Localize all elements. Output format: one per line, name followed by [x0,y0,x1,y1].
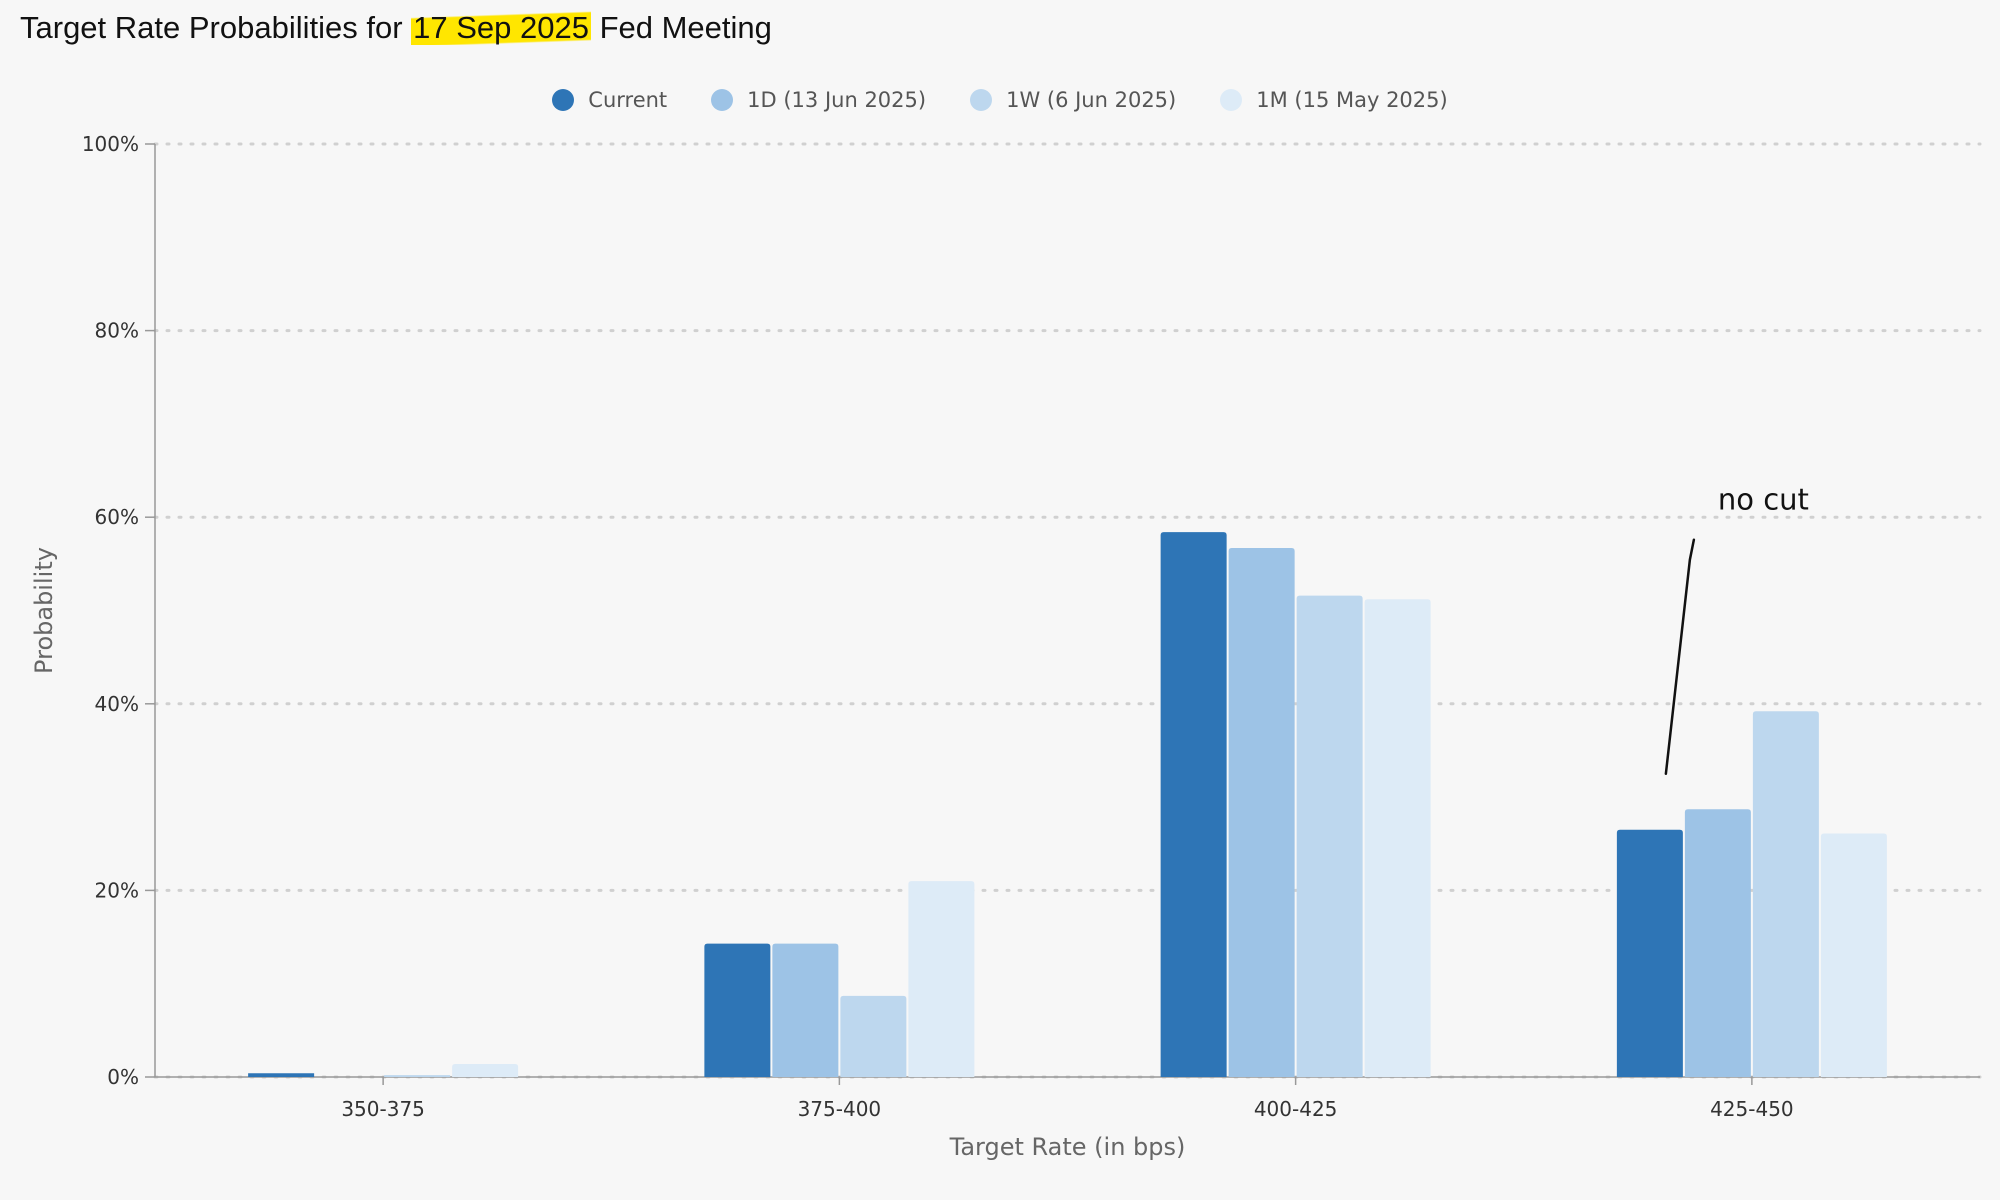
legend-item-1m-15-may-2025[interactable]: 1M (15 May 2025) [1220,88,1448,112]
y-tick-label: 80% [95,319,139,343]
y-tick-label: 40% [95,692,139,716]
axis-labels: 0% 20% 40% 60% 80% 100% 350-375 375-400 400-425 4… [30,132,1794,1161]
legend-swatch [970,89,993,111]
bar-1w-6-jun-2025-350-375[interactable] [384,1075,451,1077]
x-tick-label: 350-375 [341,1097,425,1121]
bar-1m-15-may-2025-425-450[interactable] [1820,833,1887,1077]
x-tick-label: 425-450 [1710,1097,1794,1121]
y-tick-label: 20% [95,878,139,902]
bar-1m-15-may-2025-400-425[interactable] [1364,599,1431,1077]
annotation: no cut [1664,483,1809,776]
bar-1w-6-jun-2025-425-450[interactable] [1752,711,1819,1077]
bar-1d-13-jun-2025-425-450[interactable] [1684,809,1751,1077]
bar-current-400-425[interactable] [1160,532,1227,1077]
y-tick-label: 100% [82,132,139,156]
legend-label: 1D (13 Jun 2025) [747,88,927,112]
bar-current-425-450[interactable] [1616,829,1683,1077]
chart-title: Target Rate Probabilities for 17 Sep 202… [20,10,772,46]
title-prefix: Target Rate Probabilities for [20,10,412,45]
bar-1d-13-jun-2025-400-425[interactable] [1228,547,1295,1077]
legend-swatch [1220,89,1243,111]
x-tick-label: 375-400 [798,1097,882,1121]
legend-label: 1W (6 Jun 2025) [1006,88,1177,112]
bar-current-350-375[interactable] [248,1073,315,1077]
annotation-text: no cut [1718,483,1809,517]
chart-legend: Current 1D (13 Jun 2025) 1W (6 Jun 2025) 1M… [0,88,2000,112]
bar-1d-13-jun-2025-375-400[interactable] [772,943,839,1077]
y-tick-label: 0% [107,1065,139,1089]
bar-current-375-400[interactable] [704,943,771,1077]
legend-item-current[interactable]: Current [552,88,667,112]
legend-label: Current [588,88,668,112]
legend-item-1d-13-jun-2025[interactable]: 1D (13 Jun 2025) [711,88,926,112]
legend-swatch [552,89,575,111]
y-axis-title: Probability [30,547,58,674]
title-highlighted-date: 17 Sep 2025 [411,10,591,45]
bar-1m-15-may-2025-350-375[interactable] [452,1063,519,1077]
legend-swatch [711,89,734,111]
annotation-line [1664,538,1696,776]
title-suffix: Fed Meeting [590,10,772,45]
x-axis-title: Target Rate (in bps) [949,1133,1186,1161]
bar-1w-6-jun-2025-375-400[interactable] [840,995,907,1077]
bar-1m-15-may-2025-375-400[interactable] [908,881,975,1077]
bar-1w-6-jun-2025-400-425[interactable] [1296,595,1363,1077]
legend-label: 1M (15 May 2025) [1256,88,1448,112]
legend-item-1w-6-jun-2025[interactable]: 1W (6 Jun 2025) [970,88,1176,112]
bars [248,532,1887,1077]
y-tick-label: 60% [95,505,139,529]
x-tick-label: 400-425 [1254,1097,1338,1121]
